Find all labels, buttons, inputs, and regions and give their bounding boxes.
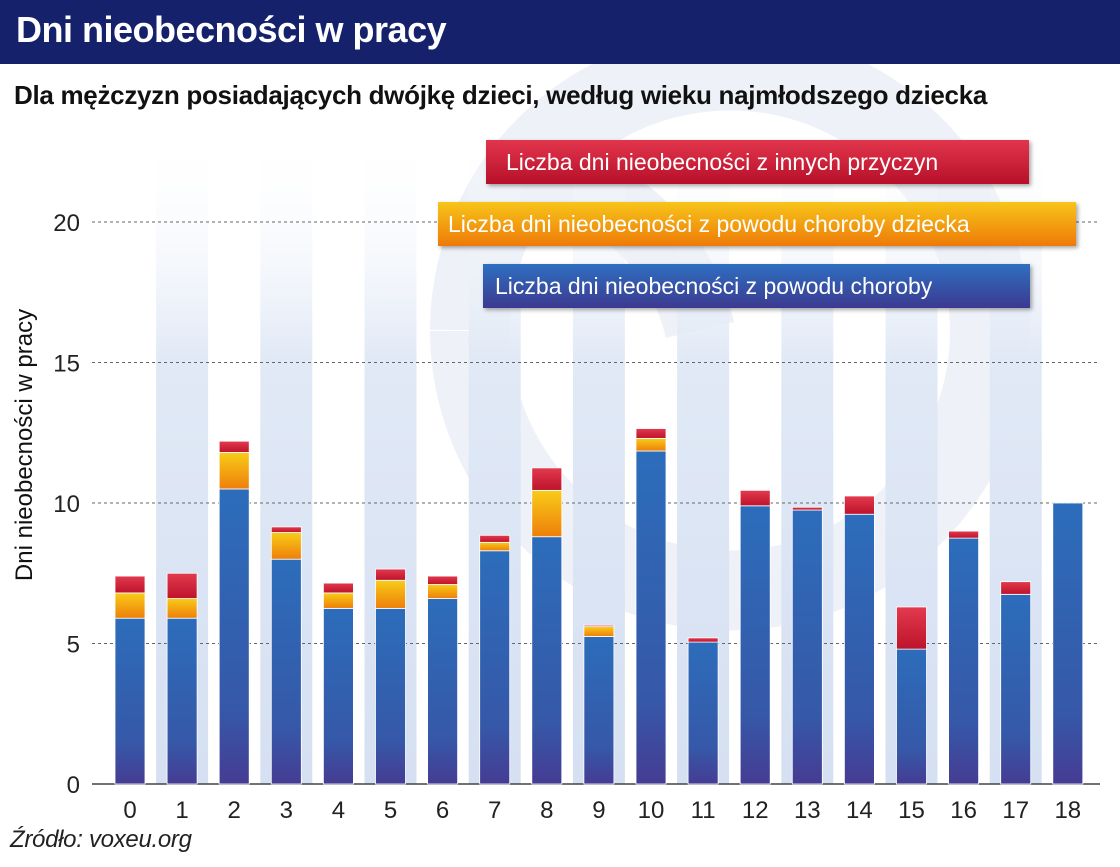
bar-segment-own-illness	[166, 617, 198, 785]
bar-segment-own-illness	[479, 550, 511, 785]
x-tick-label: 13	[794, 797, 821, 824]
x-tick-label: 12	[742, 797, 769, 824]
x-tick-label: 16	[950, 797, 977, 824]
x-tick-label: 14	[846, 797, 873, 824]
bar-segment-own-illness	[114, 617, 146, 785]
bar-segment-other-reasons	[844, 495, 875, 515]
x-tick-label: 6	[436, 797, 449, 824]
y-tick-labels: 0 5 10 15 20	[53, 210, 80, 799]
bar-segment-other-reasons	[531, 467, 563, 491]
bar-segment-other-reasons	[114, 575, 146, 594]
bar-segment-other-reasons	[218, 440, 250, 453]
x-tick-label: 1	[175, 797, 188, 824]
y-axis-label: Dni nieobecności w pracy	[11, 309, 38, 581]
legend-child-illness: Liczba dni nieobecności z powodu choroby…	[438, 202, 1076, 246]
bar-segment-own-illness	[531, 536, 563, 785]
bar-segment-other-reasons	[687, 637, 719, 643]
bar-segment-child-illness	[166, 598, 198, 619]
x-tick-label: 10	[638, 797, 665, 824]
x-tick-label: 0	[123, 797, 136, 824]
x-tick-label: 17	[1002, 797, 1029, 824]
x-tick-label: 4	[332, 797, 345, 824]
bar-segment-other-reasons	[583, 624, 615, 628]
x-tick-label: 5	[384, 797, 397, 824]
y-tick-label: 20	[53, 210, 80, 237]
bar-segment-other-reasons	[166, 572, 198, 599]
y-tick-label: 0	[67, 772, 80, 799]
x-tick-label: 2	[228, 797, 241, 824]
bar-segment-own-illness	[583, 636, 615, 785]
bar-segment-child-illness	[479, 541, 511, 552]
bar-segment-other-reasons	[427, 575, 459, 585]
x-tick-labels: 0 1 2 3 4 5 6 7 8 9 10 11 12 13 14 15 16 17 18	[123, 797, 1081, 824]
x-tick-label: 8	[540, 797, 553, 824]
header-bar: Dni nieobecności w pracy	[0, 0, 1120, 64]
x-tick-label: 9	[592, 797, 605, 824]
bar-segment-own-illness	[1000, 593, 1032, 785]
x-tick-label: 3	[280, 797, 293, 824]
bar-segment-own-illness	[739, 505, 771, 785]
bar-segment-other-reasons	[322, 582, 354, 594]
legend-own-illness: Liczba dni nieobecności z powodu choroby	[483, 264, 1030, 308]
bar-segment-own-illness	[322, 607, 354, 785]
bar-segment-other-reasons	[1000, 581, 1032, 595]
bar-segment-own-illness	[687, 641, 719, 785]
bars	[114, 428, 1084, 785]
bar-segment-other-reasons	[948, 530, 979, 539]
bar-segment-own-illness	[896, 648, 927, 785]
bar-segment-other-reasons	[479, 534, 511, 543]
bar-segment-child-illness	[531, 489, 563, 538]
bar-segment-other-reasons	[270, 526, 302, 533]
bar-segment-other-reasons	[791, 506, 823, 511]
x-tick-label: 15	[898, 797, 925, 824]
bar-segment-other-reasons	[739, 489, 771, 507]
bar-segment-other-reasons	[375, 568, 406, 581]
y-tick-label: 15	[53, 351, 80, 378]
bar-segment-own-illness	[844, 513, 875, 785]
page-title: Dni nieobecności w pracy	[16, 9, 447, 50]
bar-segment-other-reasons	[896, 606, 927, 650]
bar-segment-own-illness	[270, 558, 302, 785]
y-tick-label: 10	[53, 491, 80, 518]
bar-segment-child-illness	[583, 626, 615, 637]
bar-segment-child-illness	[635, 437, 667, 452]
bar-segment-child-illness	[322, 592, 354, 609]
x-tick-label: 11	[691, 797, 716, 824]
source-note: Źródło: voxeu.org	[10, 826, 192, 853]
y-tick-label: 5	[67, 632, 80, 659]
bar-segment-own-illness	[427, 598, 459, 785]
bar-segment-own-illness	[948, 537, 979, 785]
bar-segment-child-illness	[270, 532, 302, 560]
legend-other-reasons: Liczba dni nieobecności z innych przyczy…	[486, 140, 1029, 184]
bar-segment-own-illness	[375, 607, 406, 785]
bar-segment-child-illness	[427, 584, 459, 599]
chart-subtitle: Dla mężczyzn posiadających dwójkę dzieci…	[14, 80, 988, 110]
bar-segment-other-reasons	[635, 428, 667, 439]
x-tick-label: 18	[1054, 797, 1081, 824]
bar-segment-own-illness	[635, 450, 667, 785]
bar-segment-own-illness	[791, 509, 823, 785]
bar-segment-child-illness	[218, 452, 250, 490]
bar-segment-child-illness	[375, 579, 406, 609]
bar-segment-own-illness	[218, 488, 250, 785]
bar-segment-own-illness	[1052, 502, 1084, 785]
bar-segment-child-illness	[114, 592, 146, 619]
x-tick-label: 7	[488, 797, 501, 824]
